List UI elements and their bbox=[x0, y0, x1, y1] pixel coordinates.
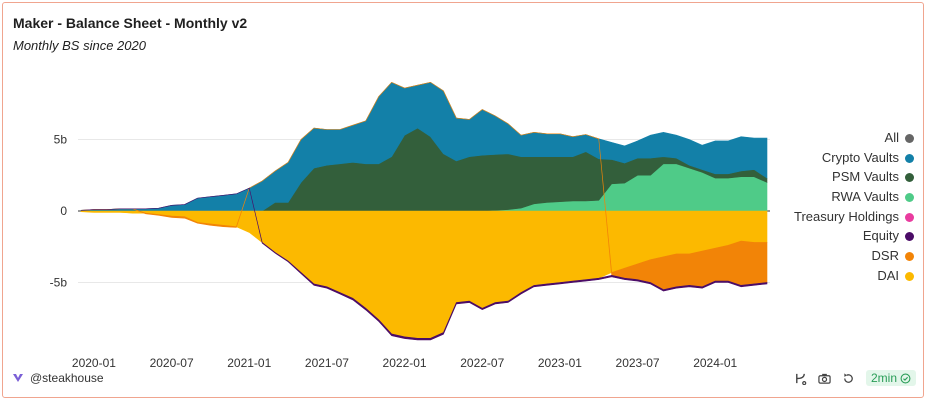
legend-swatch bbox=[905, 271, 914, 281]
legend-swatch bbox=[905, 134, 914, 143]
legend-label: DSR bbox=[871, 248, 899, 264]
legend-swatch bbox=[905, 232, 914, 242]
footer-actions: 2min bbox=[794, 370, 916, 386]
legend-swatch bbox=[905, 252, 914, 262]
legend-item-equity[interactable]: Equity bbox=[794, 226, 914, 246]
legend-item-crypto-vaults[interactable]: Crypto Vaults bbox=[794, 148, 914, 168]
legend-swatch bbox=[905, 193, 914, 203]
legend-label: Crypto Vaults bbox=[821, 149, 899, 165]
steakhouse-logo-icon bbox=[13, 374, 23, 382]
legend-swatch bbox=[905, 212, 914, 222]
fork-icon[interactable] bbox=[794, 371, 808, 385]
y-tick-label: -5b bbox=[50, 276, 68, 290]
refresh-status-badge[interactable]: 2min bbox=[865, 370, 916, 386]
author-credit[interactable]: @steakhouse bbox=[12, 371, 104, 385]
refresh-icon[interactable] bbox=[842, 371, 856, 385]
legend-item-rwa-vaults[interactable]: RWA Vaults bbox=[794, 187, 914, 207]
x-tick-label: 2023-01 bbox=[538, 356, 582, 370]
x-tick-label: 2021-07 bbox=[305, 356, 349, 370]
legend-item-dsr[interactable]: DSR bbox=[794, 246, 914, 266]
legend-item-dai[interactable]: DAI bbox=[794, 266, 914, 286]
legend-swatch bbox=[905, 153, 914, 163]
chart-subtitle: Monthly BS since 2020 bbox=[13, 38, 146, 53]
legend-label: DAI bbox=[877, 267, 899, 283]
y-tick-label: 5b bbox=[54, 133, 68, 147]
chart-title: Maker - Balance Sheet - Monthly v2 bbox=[13, 15, 248, 31]
area-dsr bbox=[80, 81, 768, 290]
legend-label: All bbox=[884, 130, 899, 145]
y-tick-label: 0 bbox=[60, 204, 67, 218]
area-equity bbox=[80, 187, 768, 341]
legend-swatch bbox=[905, 173, 914, 183]
x-tick-label: 2022-07 bbox=[460, 356, 504, 370]
check-circle-icon bbox=[900, 373, 911, 383]
author-name: @steakhouse bbox=[30, 371, 104, 385]
x-tick-label: 2022-01 bbox=[383, 356, 427, 370]
legend-item-all[interactable]: All bbox=[794, 128, 914, 148]
legend-label: RWA Vaults bbox=[831, 189, 899, 205]
refresh-badge-label: 2min bbox=[870, 371, 897, 385]
legend-label: Treasury Holdings bbox=[793, 208, 899, 224]
legend-label: Equity bbox=[862, 228, 899, 244]
legend-label: PSM Vaults bbox=[832, 169, 899, 185]
x-tick-label: 2021-01 bbox=[227, 356, 271, 370]
chart-legend: All Crypto Vaults PSM Vaults RWA Vaults Trea… bbox=[794, 128, 914, 286]
x-tick-label: 2020-01 bbox=[72, 356, 116, 370]
x-tick-label: 2020-07 bbox=[150, 356, 194, 370]
x-tick-label: 2023-07 bbox=[616, 356, 660, 370]
x-tick-label: 2024-01 bbox=[693, 356, 737, 370]
camera-icon[interactable] bbox=[818, 371, 832, 385]
legend-item-psm-vaults[interactable]: PSM Vaults bbox=[794, 167, 914, 187]
legend-item-treasury-holdings[interactable]: Treasury Holdings bbox=[794, 207, 914, 227]
